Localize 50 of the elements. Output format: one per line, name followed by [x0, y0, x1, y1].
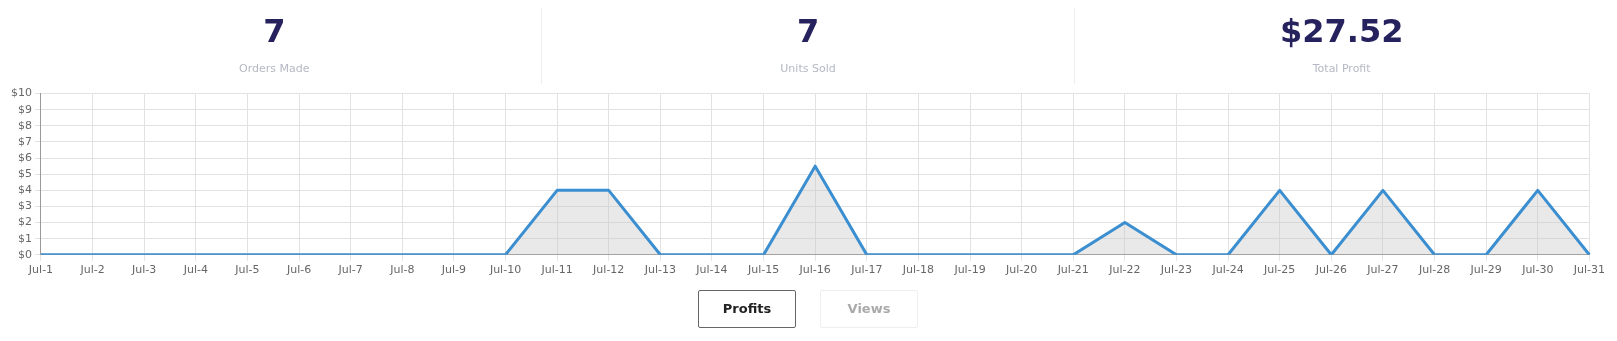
x-tick-label: Jul-13: [643, 263, 676, 277]
y-tick-label: $7: [18, 134, 32, 148]
x-tick-label: Jul-8: [389, 263, 415, 277]
x-tick-label: Jul-30: [1521, 263, 1554, 277]
y-tick-label: $2: [18, 215, 32, 229]
x-tick-label: Jul-18: [901, 263, 935, 277]
x-tick-label: Jul-31: [1572, 263, 1606, 277]
y-tick-label: $1: [18, 231, 32, 245]
y-tick-label: $10: [11, 86, 32, 100]
text: Units Sold: [779, 62, 837, 75]
x-tick-label: Jul-7: [337, 263, 363, 277]
x-tick-label: Jul-20: [1005, 263, 1038, 277]
x-tick-label: Jul-23: [1159, 263, 1193, 277]
text: Total Profit: [1311, 62, 1372, 75]
y-tick-label: $8: [18, 118, 32, 132]
x-tick-label: Jul-26: [1314, 263, 1347, 277]
x-tick-label: Jul-28: [1417, 263, 1451, 277]
x-tick-label: Jul-6: [285, 263, 312, 277]
x-tick-label: Jul-5: [234, 263, 260, 277]
y-tick-label: $4: [18, 183, 32, 197]
text: Views: [820, 290, 918, 328]
x-tick-label: Jul-19: [953, 263, 986, 277]
x-tick-label: Jul-12: [592, 263, 625, 277]
x-tick-label: Jul-1: [27, 263, 54, 277]
x-tick-label: Jul-21: [1056, 263, 1089, 277]
y-tick-label: $5: [18, 167, 32, 181]
x-tick-label: Jul-9: [440, 263, 467, 277]
x-tick-label: Jul-17: [850, 263, 883, 277]
y-tick-label: $6: [18, 150, 32, 164]
x-tick-label: Jul-29: [1469, 263, 1502, 277]
text: Orders Made: [238, 62, 311, 75]
x-tick-label: Jul-2: [79, 263, 105, 277]
x-tick-label: Jul-11: [540, 263, 573, 277]
y-tick-label: $9: [18, 102, 32, 116]
y-tick-label: $0: [18, 247, 32, 261]
y-tick-label: $3: [18, 199, 32, 213]
text: 7: [262, 12, 287, 50]
text: Profits: [698, 290, 796, 328]
x-tick-label: Jul-3: [131, 263, 157, 277]
x-tick-label: Jul-10: [488, 263, 522, 277]
x-tick-label: Jul-15: [746, 263, 780, 277]
x-tick-label: Jul-27: [1366, 263, 1399, 277]
text: 7: [795, 12, 821, 50]
x-tick-label: Jul-4: [182, 263, 208, 277]
x-tick-label: Jul-14: [695, 263, 728, 277]
x-tick-label: Jul-22: [1108, 263, 1141, 277]
x-tick-label: Jul-24: [1211, 263, 1244, 277]
text: $27.52: [1278, 12, 1405, 50]
x-tick-label: Jul-25: [1263, 263, 1296, 277]
x-tick-label: Jul-16: [798, 263, 831, 277]
